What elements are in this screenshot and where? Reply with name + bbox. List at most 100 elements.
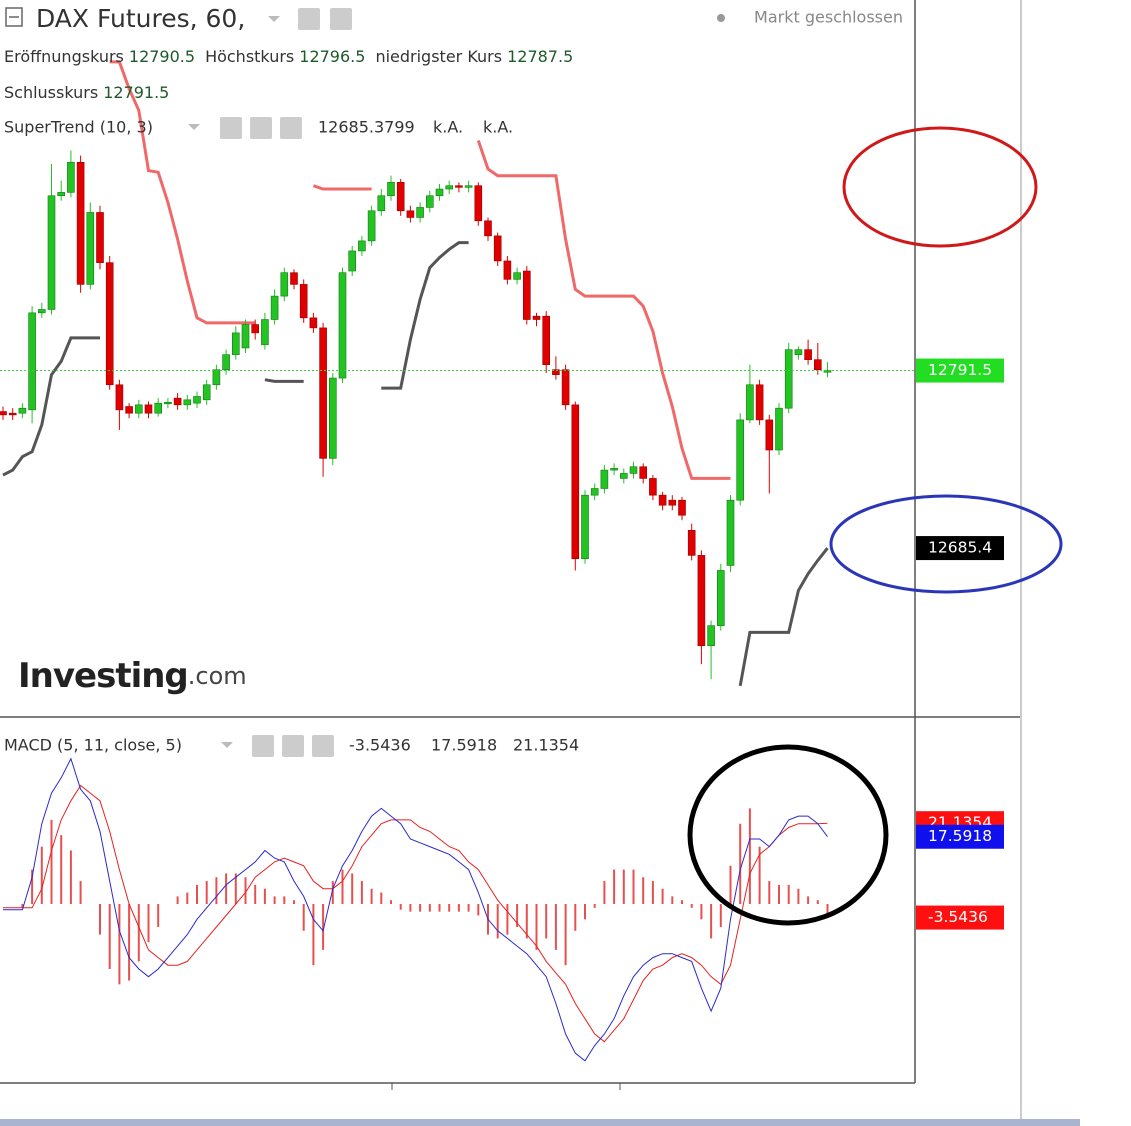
candle-body xyxy=(610,468,618,471)
bottom-strip xyxy=(0,1119,1080,1126)
candle-body xyxy=(105,262,114,386)
candle-body xyxy=(37,309,46,314)
annotation-circle xyxy=(829,494,1063,594)
candle-body xyxy=(154,402,162,414)
eye-icon[interactable] xyxy=(220,117,242,139)
candle-body xyxy=(455,185,463,188)
candle-body xyxy=(668,499,677,506)
candle-body xyxy=(687,530,696,556)
macd-value: 21.1354 xyxy=(513,736,579,755)
eye-icon[interactable] xyxy=(298,8,320,30)
candle-body xyxy=(658,494,667,506)
price-tag-label: 12685.4 xyxy=(928,539,992,557)
candle-body xyxy=(406,210,415,218)
candle-body xyxy=(755,384,764,421)
candle-body xyxy=(794,349,803,355)
candle-body xyxy=(387,182,395,197)
watermark: Investing.com xyxy=(18,656,247,696)
annotation-circle xyxy=(687,744,889,926)
collapse-icon[interactable] xyxy=(5,7,23,27)
candle-body xyxy=(348,250,357,272)
macd-value: 17.5918 xyxy=(431,736,497,755)
candle-body xyxy=(493,235,502,262)
candle-body xyxy=(183,399,192,406)
candle-body xyxy=(726,499,735,566)
candle-body xyxy=(280,272,289,297)
candle-body xyxy=(377,195,386,212)
candle-body xyxy=(18,407,27,414)
candle-body xyxy=(396,182,405,212)
candle-body xyxy=(765,419,774,451)
macd-label: MACD (5, 11, close, 5) xyxy=(4,736,182,755)
price-tag-label: -3.5436 xyxy=(928,908,988,926)
candle-body xyxy=(193,396,201,404)
candle-body xyxy=(532,315,541,320)
remove-icon[interactable] xyxy=(312,735,334,757)
candle-body xyxy=(270,295,279,320)
candle-body xyxy=(261,319,269,345)
candle-body xyxy=(571,404,580,560)
candle-body xyxy=(503,260,512,280)
candle-body xyxy=(561,369,570,406)
candle-body xyxy=(67,161,75,193)
indicator-na: k.A. xyxy=(483,118,513,137)
candle-body xyxy=(542,315,551,365)
ohlc-value: 12796.5 xyxy=(299,47,365,66)
ohlc-label: Schlusskurs xyxy=(4,83,98,102)
candle-body xyxy=(522,270,531,320)
dropdown[interactable] xyxy=(268,16,280,22)
eye-icon[interactable] xyxy=(252,735,274,757)
price-tag-label: 17.5918 xyxy=(928,827,992,845)
price-tag xyxy=(916,536,1004,561)
candle-body xyxy=(784,349,793,409)
candle-body xyxy=(309,317,318,329)
remove-icon[interactable] xyxy=(280,117,302,139)
watermark-text: Investing xyxy=(18,656,188,696)
candle-body xyxy=(590,488,599,496)
dropdown[interactable] xyxy=(221,742,233,748)
candle-body xyxy=(425,195,434,208)
candle-body xyxy=(173,397,182,406)
candle-body xyxy=(474,185,483,222)
candle-body xyxy=(464,185,473,188)
candle-body xyxy=(707,625,715,647)
dropdown[interactable] xyxy=(188,124,200,130)
candle-body xyxy=(144,404,153,414)
ohlc-value: 12791.5 xyxy=(103,83,169,102)
candle-body xyxy=(813,359,822,371)
candle-body xyxy=(8,412,17,416)
indicator-na: k.A. xyxy=(433,118,463,137)
candle-body xyxy=(96,212,104,263)
candle-body xyxy=(600,469,609,489)
candle-body xyxy=(76,161,85,285)
candle-body xyxy=(367,210,376,242)
candle-body xyxy=(435,188,444,197)
settings-icon[interactable] xyxy=(282,735,304,757)
ohlc-label: niedrigster Kurs xyxy=(375,47,502,66)
candle-body xyxy=(629,466,638,474)
chart-title: DAX Futures, 60, xyxy=(36,4,245,33)
candle-body xyxy=(0,411,7,416)
candle-body xyxy=(212,369,221,386)
candle-body xyxy=(251,324,259,334)
settings-icon[interactable] xyxy=(250,117,272,139)
candle-body xyxy=(697,555,706,647)
candle-body xyxy=(241,324,250,349)
candle-body xyxy=(445,185,454,190)
candle-body xyxy=(202,384,211,401)
candle-body xyxy=(319,327,327,459)
market-status: Markt geschlossen xyxy=(754,8,903,27)
candle-body xyxy=(28,312,36,411)
macd-value: -3.5436 xyxy=(349,736,411,755)
candle-body xyxy=(164,402,172,405)
signal-line xyxy=(3,784,828,1043)
candle-body xyxy=(552,369,560,376)
candle-body xyxy=(232,332,240,355)
candle-body xyxy=(823,370,832,373)
price-tag xyxy=(916,824,1004,849)
settings-icon[interactable] xyxy=(330,8,352,30)
watermark-text: .com xyxy=(188,662,247,690)
price-tag xyxy=(916,905,1004,930)
ohlc-line: Schlusskurs 12791.5 xyxy=(4,83,169,102)
